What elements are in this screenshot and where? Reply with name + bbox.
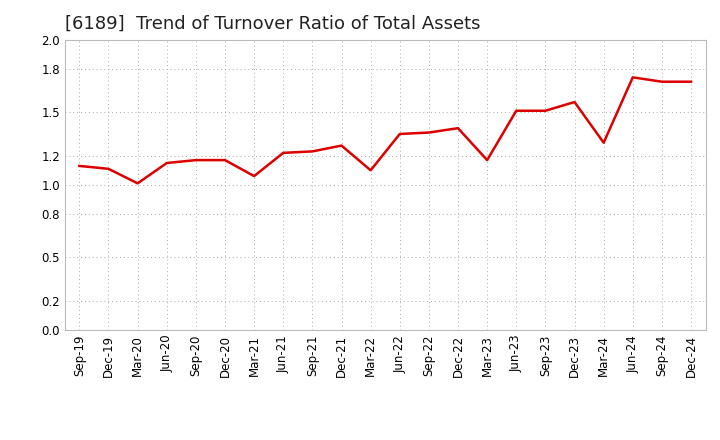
Text: [6189]  Trend of Turnover Ratio of Total Assets: [6189] Trend of Turnover Ratio of Total … [65,15,480,33]
